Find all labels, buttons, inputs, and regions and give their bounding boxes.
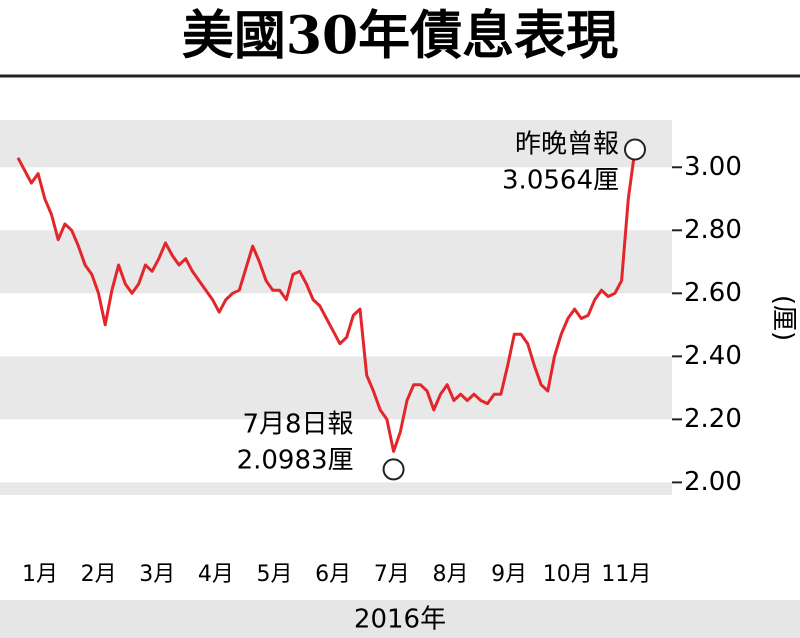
x-tick-label: 3月 [139, 562, 175, 587]
chart-title: 美國30年債息表現 [182, 6, 618, 67]
x-tick-label: 6月 [315, 562, 351, 587]
footer-band [0, 600, 800, 638]
highlight-point [624, 138, 646, 161]
x-tick-label: 7月 [374, 562, 410, 587]
annotation: 昨晚曾報 [515, 130, 619, 160]
y-tick-label: 2.60 [684, 278, 742, 308]
annotation: 3.0564厘 [502, 166, 619, 196]
highlight-point [382, 458, 405, 481]
line [16, 149, 637, 453]
y-axis-label: (厘) [769, 295, 799, 341]
grid-band [0, 356, 672, 420]
x-tick-label: 10月 [543, 562, 593, 587]
y-tick-label: 2.00 [684, 467, 742, 497]
annotation: 2.0983厘 [237, 446, 354, 476]
grid-band [0, 482, 672, 495]
x-axis-label: 2016年 [354, 605, 446, 635]
y-tick-label: 2.20 [684, 404, 742, 434]
x-tick-label: 5月 [257, 562, 293, 587]
x-tick-label: 11月 [601, 562, 651, 587]
grid-band [0, 230, 672, 294]
x-tick-label: 2月 [81, 562, 117, 587]
annotation: 7月8日報 [242, 410, 353, 440]
x-tick-label: 8月 [432, 562, 468, 587]
x-tick-label: 1月 [22, 562, 58, 587]
y-tick-label: 3.00 [684, 152, 742, 182]
y-tick-label: 2.80 [684, 215, 742, 245]
x-tick-label: 9月 [491, 562, 527, 587]
x-tick-label: 4月 [198, 562, 234, 587]
grid-band [0, 120, 672, 168]
y-tick-label: 2.40 [684, 341, 742, 371]
